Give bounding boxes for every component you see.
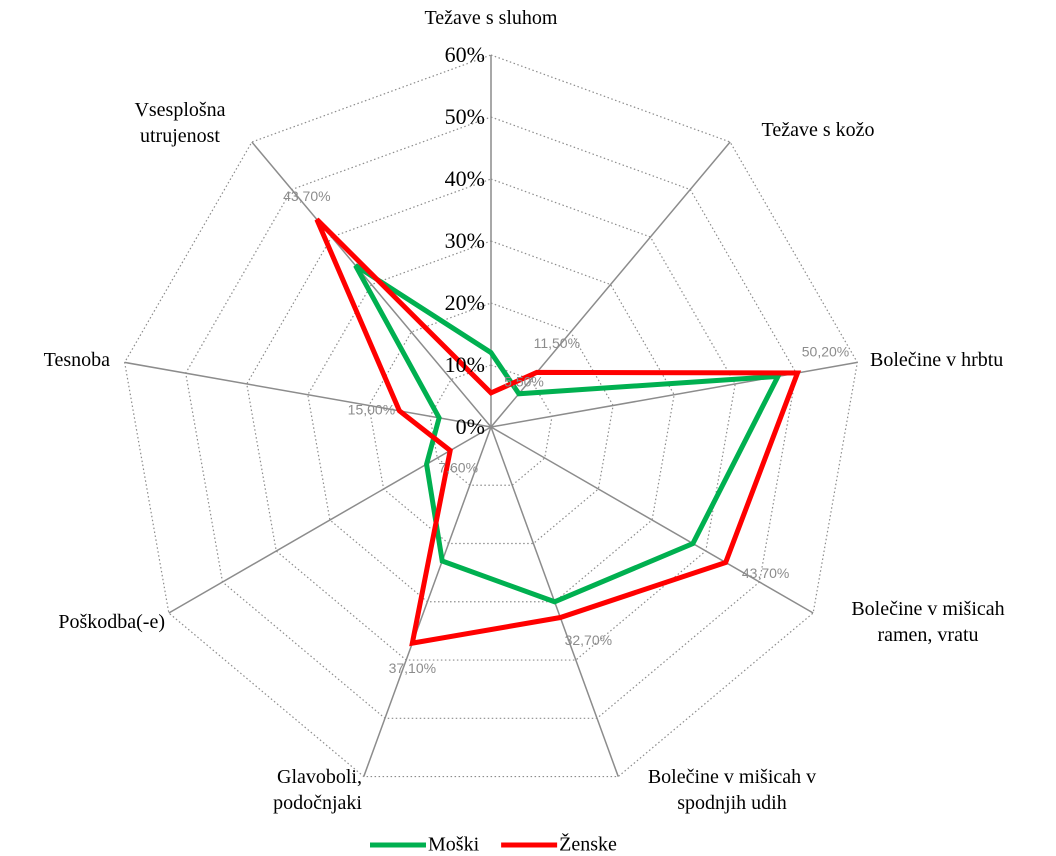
category-label: Tesnoba: [43, 349, 110, 371]
tick-label: 20%: [445, 290, 485, 315]
tick-label: 10%: [445, 352, 485, 377]
category-label: Težave s kožo: [761, 119, 875, 141]
axis-line: [490, 141, 731, 428]
value-label: 5,50%: [504, 374, 544, 390]
category-label: Glavoboli, podočnjaki: [273, 766, 362, 814]
grid-ring: [246, 178, 736, 661]
category-label: Bolečine v mišicah v spodnjih udih: [647, 766, 817, 814]
category-label: Vsesplošna utrujenost: [134, 99, 226, 147]
axis-line: [363, 426, 492, 777]
legend-label: Moški: [428, 834, 480, 856]
tick-label: 30%: [445, 228, 485, 253]
tick-label: 60%: [445, 42, 485, 67]
value-label: 32,70%: [565, 632, 612, 648]
value-label: 7,60%: [438, 459, 478, 475]
category-label: Bolečine v mišicah ramen, vratu: [851, 598, 1005, 646]
axis-line: [168, 426, 492, 614]
tick-label: 50%: [445, 104, 485, 129]
grid-ring: [307, 240, 675, 603]
value-label: 15,00%: [348, 402, 395, 418]
value-label: 50,20%: [802, 344, 849, 360]
axis-line: [251, 141, 492, 428]
category-label: Težave s sluhom: [424, 7, 558, 29]
category-label: Bolečine v hrbtu: [870, 349, 1004, 371]
grid-ring: [368, 302, 614, 545]
grid-ring: [124, 54, 858, 778]
value-label: 43,70%: [742, 565, 789, 581]
value-label: 37,10%: [389, 660, 436, 676]
value-label: 11,50%: [534, 335, 580, 351]
axis-line: [124, 361, 492, 428]
legend-label: Ženske: [559, 833, 617, 856]
series-line: [314, 217, 802, 647]
value-label: 43,70%: [283, 188, 330, 204]
axis-line: [490, 426, 814, 614]
series-line: [353, 263, 783, 605]
tick-label: 0%: [456, 414, 485, 439]
category-label: Poškodba(-e): [58, 611, 165, 633]
tick-label: 40%: [445, 166, 485, 191]
